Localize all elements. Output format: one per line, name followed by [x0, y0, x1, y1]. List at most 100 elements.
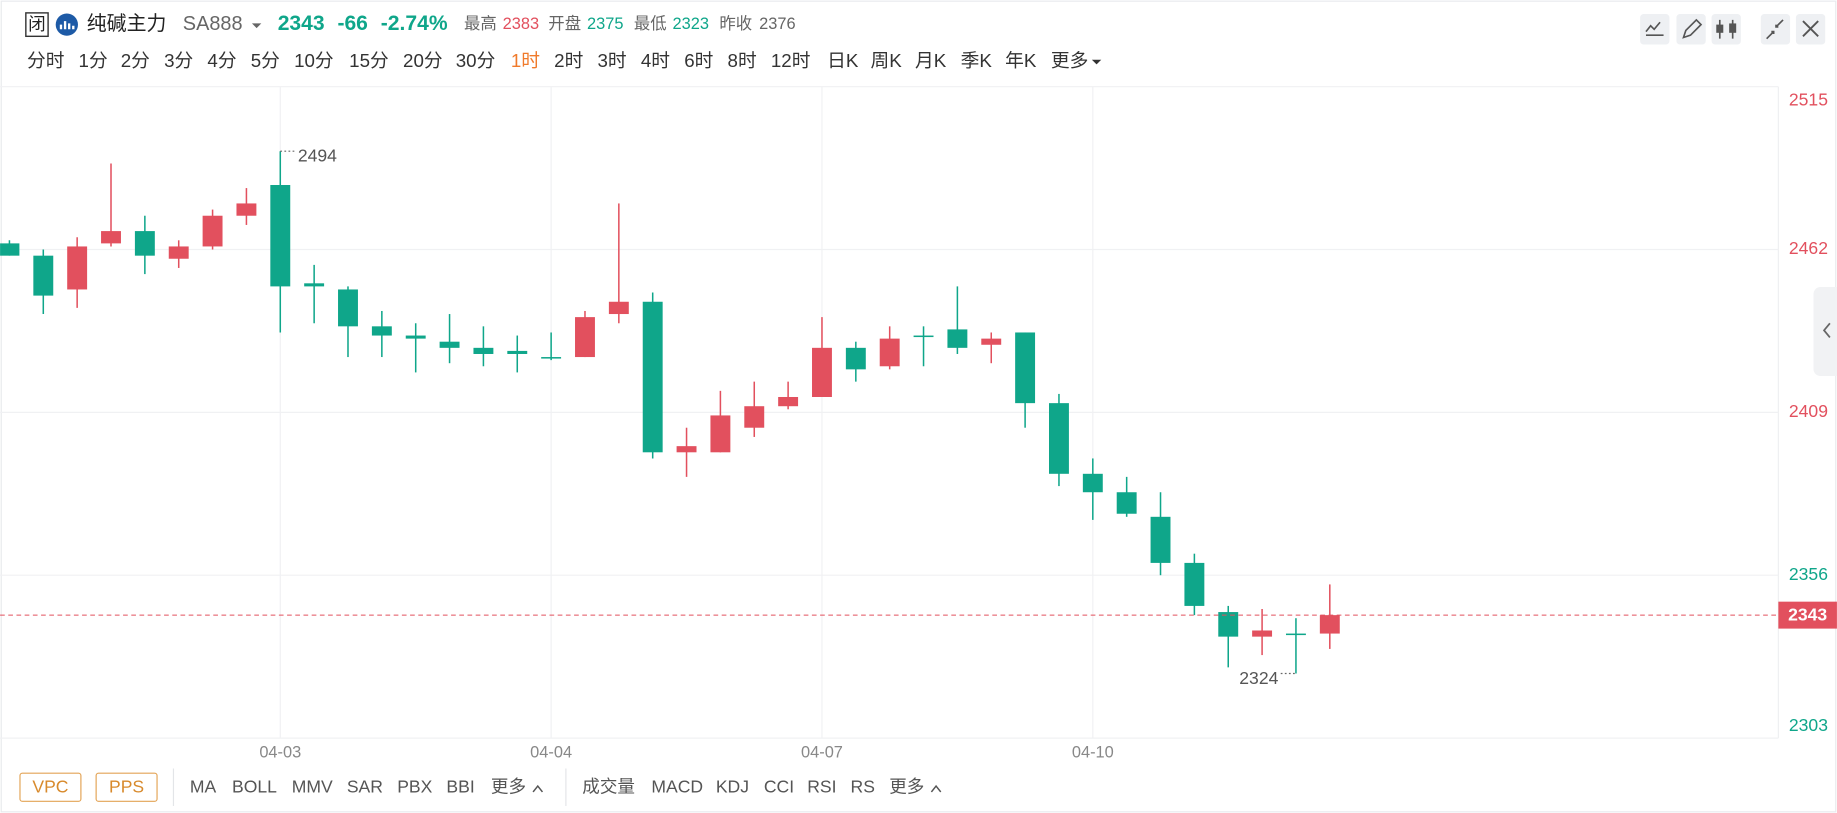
period-tab[interactable]: 2时 [554, 50, 583, 71]
candle-body [845, 347, 866, 370]
tag-box[interactable] [19, 772, 82, 802]
candle-body [642, 301, 663, 453]
side-panel-arrow [1822, 322, 1831, 338]
x-tick-label: 04-07 [801, 744, 843, 762]
candle-body [1015, 332, 1036, 404]
period-tab[interactable]: 30分 [456, 50, 496, 71]
candle-body [575, 317, 595, 358]
main-indicator[interactable]: SAR [347, 776, 383, 796]
candle-body [338, 289, 358, 327]
period-tab[interactable]: 12时 [771, 50, 811, 71]
period-tab[interactable]: 周K [870, 50, 902, 71]
y-tick-label: 2303 [1789, 715, 1828, 735]
candle-body [676, 446, 697, 453]
sub-indicator[interactable]: KDJ [716, 776, 749, 796]
candle-body [947, 329, 968, 348]
last-price: 2343 [278, 12, 325, 35]
candle-body [1049, 403, 1069, 474]
period-more[interactable]: 更多 [1051, 50, 1088, 71]
sub-indicator[interactable]: 成交量 [582, 776, 635, 796]
period-tab[interactable]: 8时 [728, 50, 757, 71]
period-tab[interactable]: 20分 [403, 50, 443, 71]
stat-label: 最高 [464, 15, 497, 33]
tool-icon [1729, 23, 1737, 33]
candle-body [236, 203, 257, 216]
exchange-icon-bars [59, 21, 75, 30]
candle-body [33, 255, 54, 296]
contract-code[interactable]: SA888 [183, 13, 243, 35]
candle-body [1252, 630, 1273, 637]
main-more[interactable]: 更多 [491, 776, 526, 796]
main-indicator[interactable]: MA [190, 776, 217, 796]
candle-body [168, 246, 189, 259]
exchange-icon [55, 13, 78, 36]
period-tab[interactable]: 4分 [207, 50, 236, 71]
period-tab[interactable]: 10分 [294, 50, 334, 71]
sub-indicator[interactable]: MACD [651, 776, 703, 796]
sub-indicator[interactable]: RSI [807, 776, 836, 796]
stat-value: 2323 [672, 15, 708, 33]
last-price-tag [1778, 601, 1837, 629]
last-price-label: 2343 [1788, 604, 1827, 624]
candle-body [0, 243, 20, 256]
tool-icon [1645, 21, 1664, 36]
stat-label: 昨收 [719, 15, 752, 33]
status: 闭 [28, 14, 46, 34]
sub-indicator[interactable]: CCI [764, 776, 794, 796]
main-indicator[interactable]: BOLL [232, 776, 277, 796]
sub-more[interactable]: 更多 [889, 776, 924, 796]
tool-button[interactable] [1676, 14, 1706, 45]
period-tab[interactable]: 4时 [641, 50, 670, 71]
period-tab[interactable]: 1分 [79, 50, 108, 71]
tag: VPC [32, 776, 68, 796]
y-tick-label: 2462 [1789, 238, 1828, 258]
stat-value: 2383 [503, 15, 539, 33]
main-indicator[interactable]: PBX [397, 776, 432, 796]
tag: PPS [109, 776, 144, 796]
period-tab[interactable]: 月K [915, 50, 947, 71]
candle-body [507, 350, 528, 354]
candle-body [1082, 473, 1103, 493]
period-tab[interactable]: 3分 [164, 50, 193, 71]
main-indicator[interactable]: BBI [446, 776, 474, 796]
period-tab[interactable]: 2分 [121, 50, 150, 71]
tag-box[interactable] [95, 772, 158, 802]
status-box [25, 12, 49, 38]
candle-body [1150, 516, 1171, 563]
low-label: 2324 [1239, 668, 1278, 688]
price-change: -66 [337, 12, 367, 35]
contract-name[interactable]: 纯碱主力 [87, 12, 167, 35]
y-tick-label: 2515 [1789, 89, 1828, 109]
candle-body [405, 335, 426, 339]
sub-indicator[interactable]: RS [851, 776, 875, 796]
tool-button[interactable] [1711, 14, 1741, 45]
candle-body [473, 347, 494, 354]
candle-body [1116, 492, 1137, 514]
period-tab[interactable]: 1时 [511, 50, 540, 71]
more-arrow [930, 784, 942, 793]
candle-body [134, 231, 155, 256]
candle-body [608, 301, 629, 315]
tool-icon [1716, 24, 1724, 33]
candle-body [778, 396, 799, 407]
period-tab[interactable]: 日K [827, 50, 859, 71]
period-tab[interactable]: 6时 [684, 50, 713, 71]
tool-button[interactable] [1760, 14, 1791, 45]
period-tab[interactable]: 年K [1005, 50, 1037, 71]
period-tab[interactable]: 3时 [598, 50, 627, 71]
x-tick-label: 04-10 [1072, 744, 1114, 762]
candle-body [304, 283, 325, 287]
period-tab[interactable]: 15分 [349, 50, 389, 71]
candle-body [202, 215, 223, 247]
period-tab[interactable]: 5分 [251, 50, 280, 71]
contract-dropdown[interactable] [251, 23, 262, 29]
period-tab[interactable]: 分时 [27, 50, 65, 71]
x-tick-label: 04-03 [259, 744, 301, 762]
candle-body [879, 338, 900, 367]
stat-label: 开盘 [548, 14, 581, 33]
main-indicator[interactable]: MMV [292, 776, 333, 796]
x-tick-label: 04-04 [530, 744, 572, 762]
period-tab[interactable]: 季K [961, 50, 993, 71]
candle-body [710, 415, 731, 453]
